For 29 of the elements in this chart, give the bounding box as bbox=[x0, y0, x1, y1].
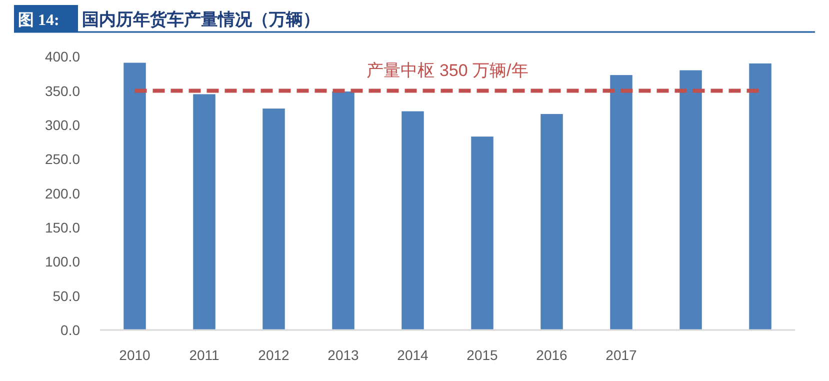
y-tick-label: 300.0 bbox=[44, 116, 80, 133]
bar bbox=[471, 136, 494, 330]
y-tick-label: 0.0 bbox=[60, 322, 80, 338]
y-tick-label: 250.0 bbox=[44, 151, 80, 168]
bar bbox=[332, 91, 354, 330]
x-tick-label: 2012 bbox=[258, 347, 290, 363]
y-tick-label: 150.0 bbox=[44, 219, 80, 236]
y-tick-label: 200.0 bbox=[44, 185, 80, 202]
bar bbox=[680, 70, 702, 330]
bar bbox=[749, 63, 772, 330]
x-tick-label: 2014 bbox=[397, 347, 429, 363]
x-tick-label: 2010 bbox=[119, 347, 151, 363]
ref-line-label: 产量中枢 350 万辆/年 bbox=[366, 60, 528, 80]
bar bbox=[610, 75, 632, 330]
x-tick-label: 2011 bbox=[189, 347, 220, 363]
y-tick-label: 350.0 bbox=[44, 82, 80, 99]
bar bbox=[540, 114, 563, 330]
x-tick-label: 2017 bbox=[606, 347, 638, 363]
bar bbox=[262, 108, 285, 330]
y-tick-label: 400.0 bbox=[44, 48, 80, 65]
bar bbox=[124, 62, 146, 330]
y-tick-label: 100.0 bbox=[44, 254, 80, 270]
x-tick-label: 2016 bbox=[536, 347, 568, 363]
x-tick-label: 2015 bbox=[466, 347, 498, 363]
bar bbox=[193, 94, 216, 330]
y-tick-label: 50.0 bbox=[52, 288, 80, 304]
x-tick-label: 2013 bbox=[328, 347, 360, 363]
bar bbox=[402, 111, 424, 330]
chart-title: 图 14: 国内历年货车产量情况（万辆） bbox=[18, 10, 320, 29]
